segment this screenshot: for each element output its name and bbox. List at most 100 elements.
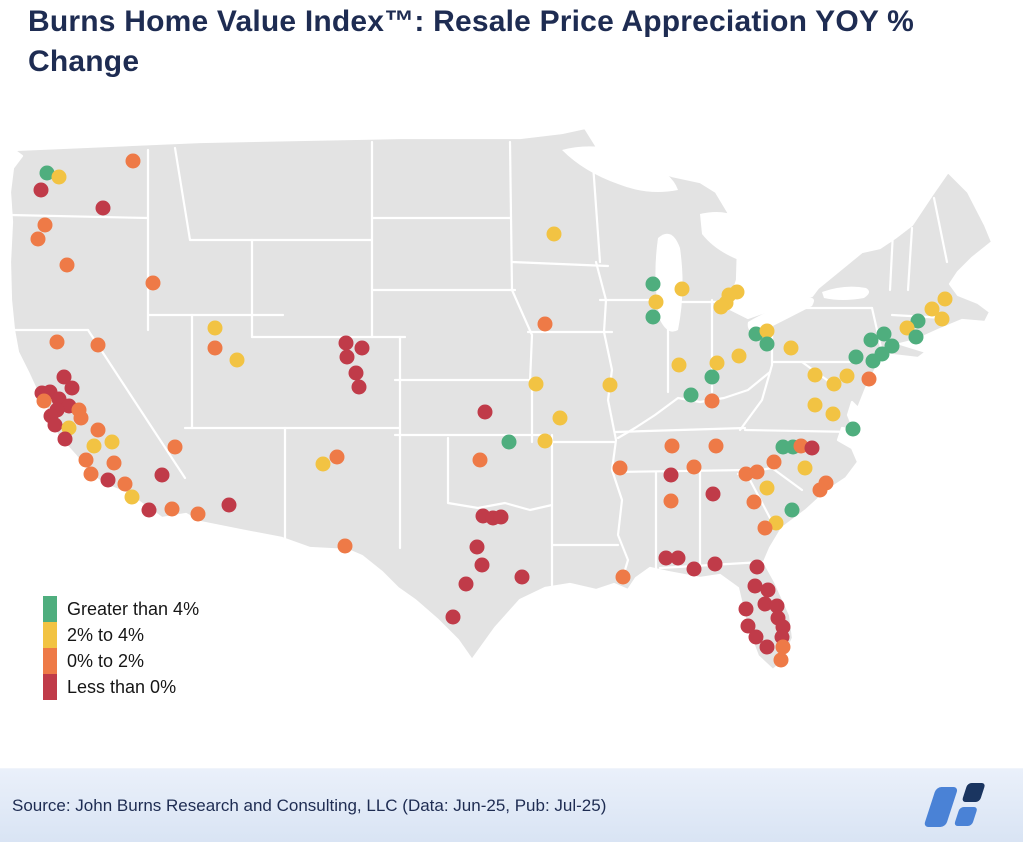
map-dot [474, 557, 490, 573]
map-dot [86, 438, 102, 454]
map-dot [670, 550, 686, 566]
map-dot [746, 494, 762, 510]
map-dot [759, 480, 775, 496]
map-dot [766, 454, 782, 470]
map-dot [773, 652, 789, 668]
map-dot [876, 326, 892, 342]
great-lakes [562, 146, 870, 334]
map-dot [749, 464, 765, 480]
map-dot [759, 639, 775, 655]
map-dot [861, 371, 877, 387]
map-dot [708, 438, 724, 454]
footer-bar: Source: John Burns Research and Consulti… [0, 768, 1023, 842]
map-dot [37, 217, 53, 233]
map-dot [826, 376, 842, 392]
map-dot [663, 493, 679, 509]
map-dot [910, 313, 926, 329]
map-dot [658, 550, 674, 566]
map-dot [100, 472, 116, 488]
map-dot [493, 509, 509, 525]
map-dot [783, 340, 799, 356]
map-dot [351, 379, 367, 395]
map-dot [124, 489, 140, 505]
map-dot [329, 449, 345, 465]
map-dot [738, 601, 754, 617]
map-dot [797, 460, 813, 476]
legend-swatch-gt4 [43, 596, 57, 622]
map-dot [36, 393, 52, 409]
map-dot [757, 520, 773, 536]
map-dot [775, 639, 791, 655]
map-dot [552, 410, 568, 426]
map-dot [39, 165, 55, 181]
map-dot [924, 301, 940, 317]
map-dot [740, 618, 756, 634]
map-dot [839, 368, 855, 384]
legend-item-gt4: Greater than 4% [43, 596, 199, 622]
map-dot [477, 404, 493, 420]
map-dot [884, 338, 900, 354]
lake-ontario [822, 286, 870, 300]
lake-superior [562, 146, 678, 192]
map-dot [47, 417, 63, 433]
map-dot [612, 460, 628, 476]
map-dot [664, 438, 680, 454]
map-dot [807, 397, 823, 413]
map-dot [760, 582, 776, 598]
map-dot [104, 434, 120, 450]
map-dot [145, 275, 161, 291]
legend-swatch-0to2 [43, 648, 57, 674]
map-dot [51, 169, 67, 185]
map-dot [338, 335, 354, 351]
map-dot [784, 502, 800, 518]
lake-huron [700, 212, 755, 262]
map-dot [117, 476, 133, 492]
map-dot [95, 200, 111, 216]
map-dot [337, 538, 353, 554]
legend-swatch-lt0 [43, 674, 57, 700]
map-dot [90, 422, 106, 438]
map-dot [221, 497, 237, 513]
map-dot [154, 467, 170, 483]
map-dot [748, 629, 764, 645]
map-dot [645, 276, 661, 292]
map-dot [190, 506, 206, 522]
legend: Greater than 4% 2% to 4% 0% to 2% Less t… [43, 596, 199, 700]
source-text: Source: John Burns Research and Consulti… [12, 795, 607, 815]
map-dot [865, 353, 881, 369]
map-dot [863, 332, 879, 348]
map-dot [759, 323, 775, 339]
map-dot [747, 578, 763, 594]
map-dot [937, 291, 953, 307]
map-dot [731, 348, 747, 364]
map-dot [537, 433, 553, 449]
map-dot [825, 406, 841, 422]
map-dot [30, 231, 46, 247]
map-dot [64, 380, 80, 396]
map-dot [908, 329, 924, 345]
map-dot [671, 357, 687, 373]
chart-title: Burns Home Value Index™: Resale Price Ap… [28, 5, 914, 78]
map-dots [30, 153, 953, 668]
map-dot [807, 367, 823, 383]
legend-label: Less than 0% [67, 676, 177, 697]
map-dot [845, 421, 861, 437]
map-dot [713, 299, 729, 315]
lake-michigan [655, 233, 683, 332]
map-dot [645, 309, 661, 325]
map-dot [167, 439, 183, 455]
map-dot [339, 349, 355, 365]
map-dot [207, 340, 223, 356]
map-dot [59, 257, 75, 273]
state-borders [8, 140, 949, 590]
map-dot [705, 486, 721, 502]
map-dot [709, 355, 725, 371]
legend-item-0to2: 0% to 2% [43, 648, 199, 674]
map-dot [674, 281, 690, 297]
map-dot [615, 569, 631, 585]
map-dot [57, 431, 73, 447]
map-dot [537, 316, 553, 332]
map-dot [229, 352, 245, 368]
legend-label: Greater than 4% [67, 598, 200, 619]
